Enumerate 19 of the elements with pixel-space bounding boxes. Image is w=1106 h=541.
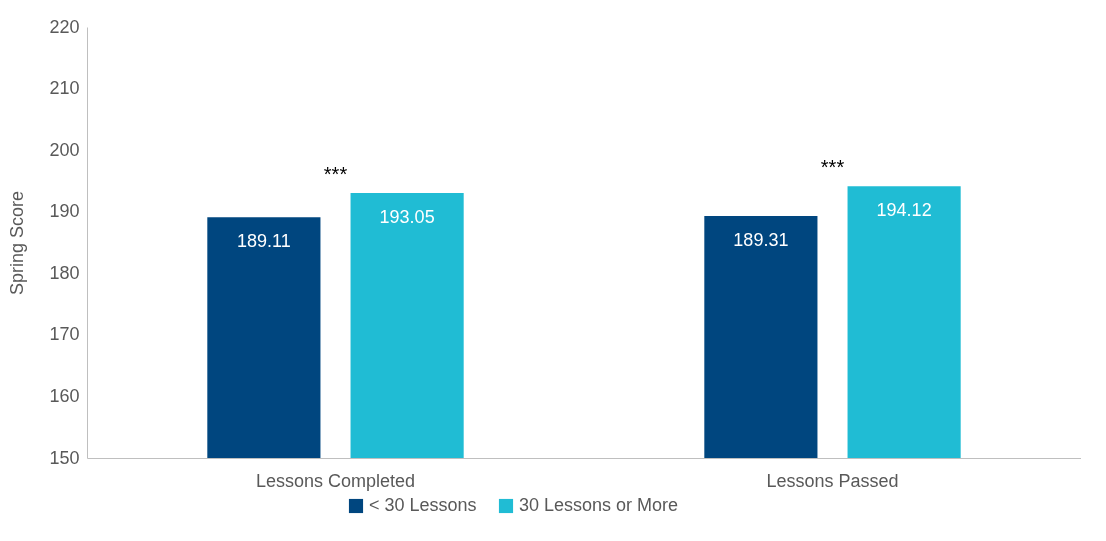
annotation: *** <box>820 156 845 179</box>
data-label: 189.11 <box>237 231 291 252</box>
y-tick-label: 190 <box>49 201 80 222</box>
y-tick-label: 200 <box>49 139 80 160</box>
y-tick-label: 180 <box>49 262 80 283</box>
data-label: 189.31 <box>733 229 789 250</box>
y-tick-label: 220 <box>49 16 80 37</box>
y-tick-label: 210 <box>49 78 80 99</box>
y-tick-label: 170 <box>49 324 80 345</box>
annotation: *** <box>323 162 348 185</box>
legend-label: < 30 Lessons <box>369 495 477 515</box>
legend-label: 30 Lessons or More <box>519 495 679 515</box>
y-tick-label: 150 <box>49 447 80 468</box>
x-tick-label: Lessons Passed <box>766 470 899 491</box>
data-label: 194.12 <box>876 200 932 221</box>
y-tick-label: 160 <box>49 385 80 406</box>
x-tick-label: Lessons Completed <box>255 470 416 491</box>
data-label: 193.05 <box>379 206 435 227</box>
y-axis-title: Spring Score <box>7 190 28 296</box>
